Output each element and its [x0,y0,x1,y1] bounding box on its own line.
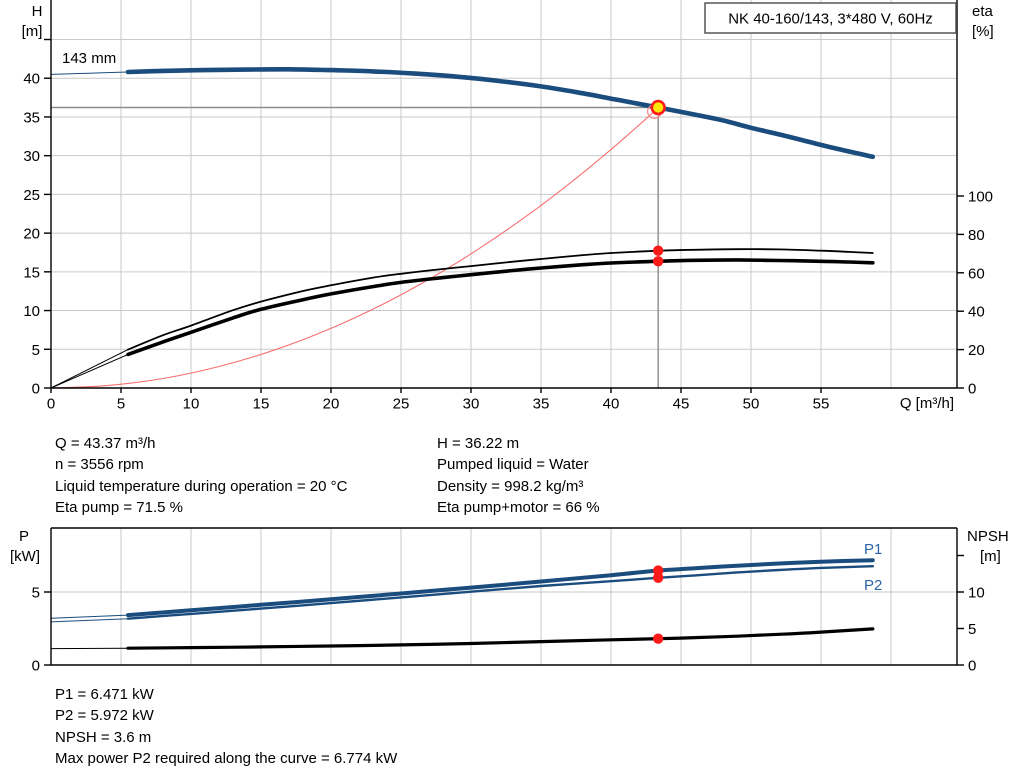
x-axis-tick-label: 25 [393,396,410,413]
info-line-p1: P1 = 6.471 kW [55,686,154,703]
x-axis-tick-label: 50 [743,396,760,413]
info-line-density: Density = 998.2 kg/m³ [437,477,584,495]
axis-title: [m] [22,23,43,40]
p1-curve: P1 [50,541,882,619]
right-axis-tick-label: 100 [968,189,993,206]
info-line-eta-pump: Eta pump = 71.5 % [55,499,183,517]
axis-title: [m] [980,548,1001,565]
axis-title: eta [972,3,994,20]
npsh-curve [50,627,875,650]
x-axis-tick-label: 15 [253,396,270,413]
eta-pump-point [652,245,664,256]
right-axis-tick-label: 0 [968,658,976,675]
info-line-npsh: NPSH = 3.6 m [55,728,152,746]
axis-title: [%] [972,23,994,40]
x-axis-tick-label: 35 [533,396,550,413]
qh-eta-chart-axes: 0 5 10 15 20 25 30 35 40 0 20 40 60 80 100 0 5 10 15 20 25 30… [23,0,993,413]
right-axis-tick-label: 0 [968,381,976,398]
p1-point [652,565,664,576]
right-axis-tick-label: 10 [968,585,985,602]
left-axis-tick-label: 40 [23,71,40,88]
info-line-q: Q = 43.37 m³/h [55,435,156,452]
axis-title: P [19,528,29,545]
qh-eta-chart: 143 mm 0 5 10 15 20 25 30 35 40 0 20 40 60 80 100 0 5 10 15… [22,0,994,413]
left-axis-tick-label: 15 [23,264,40,281]
x-axis-tick-label: 40 [603,396,620,413]
power-npsh-chart-grid [51,528,957,665]
axis-title: Q [m³/h] [900,395,954,412]
right-axis-tick-label: 80 [968,227,985,244]
left-axis-tick-label: 30 [23,148,40,165]
chart-title: NK 40-160/143, 3*480 V, 60Hz [728,11,933,28]
qh-curve-143mm-label: 143 mm [62,50,116,67]
x-axis-tick-label: 30 [463,396,480,413]
info-line-eta-pump-motor: Eta pump+motor = 66 % [437,499,600,517]
npsh-point [652,633,664,644]
left-axis-tick-label: 0 [32,381,40,398]
power-info-block: P1 = 6.471 kW P2 = 5.972 kW NPSH = 3.6 m… [55,684,397,770]
right-axis-tick-label: 40 [968,304,985,321]
info-line-p2: P2 = 5.972 kW [55,707,154,725]
operating-point-crosshair [51,106,659,388]
left-axis-tick-label: 5 [32,585,40,602]
info-line-max-power: Max power P2 required along the curve = … [55,750,398,768]
info-line-temperature: Liquid temperature during operation = 20… [55,477,348,495]
duty-info-left: Q = 43.37 m³/h n = 3556 rpm Liquid tempe… [55,433,347,519]
info-line-speed: n = 3556 rpm [55,456,144,474]
p2-curve-label: P2 [864,577,882,594]
eta-pump-motor-curve [50,258,875,389]
p2-point [652,572,664,584]
left-axis-tick-label: 25 [23,187,40,204]
info-line-head: H = 36.22 m [437,435,520,452]
left-axis-tick-label: 0 [32,658,40,675]
x-axis-tick-label: 10 [183,396,200,413]
eta-pump-motor-point [652,256,664,267]
x-axis-tick-label: 5 [117,396,125,413]
x-axis-tick-label: 0 [47,396,55,413]
duty-info-right: H = 36.22 m Pumped liquid = Water Densit… [437,433,600,519]
p2-curve: P2 [50,565,882,623]
system-curve [50,110,655,389]
right-axis-tick-label: 5 [968,621,976,638]
axis-title: H [32,3,43,20]
qh-eta-chart-grid [51,0,957,388]
eta-pump-curve [50,248,874,389]
info-line-liquid: Pumped liquid = Water [437,456,589,474]
power-npsh-chart: P1 P2 0 5 0 5 10 P [kW] NPSH [m] [10,527,1009,675]
left-axis-tick-label: 20 [23,226,40,243]
right-axis-tick-label: 20 [968,342,985,359]
qh-curve-143mm: 143 mm [50,50,876,160]
left-axis-tick-label: 10 [23,303,40,320]
chart-title-box: NK 40-160/143, 3*480 V, 60Hz [704,2,957,34]
x-axis-tick-label: 45 [673,396,690,413]
axis-title: [kW] [10,548,40,565]
left-axis-tick-label: 35 [23,109,40,126]
p1-curve-label: P1 [864,541,882,558]
left-axis-tick-label: 5 [32,342,40,359]
operating-point-marker [650,99,666,116]
x-axis-tick-label: 20 [323,396,340,413]
right-axis-tick-label: 60 [968,265,985,282]
axis-title: NPSH [967,528,1009,545]
x-axis-tick-label: 55 [813,396,830,413]
power-npsh-chart-axes: 0 5 0 5 10 [32,527,985,675]
